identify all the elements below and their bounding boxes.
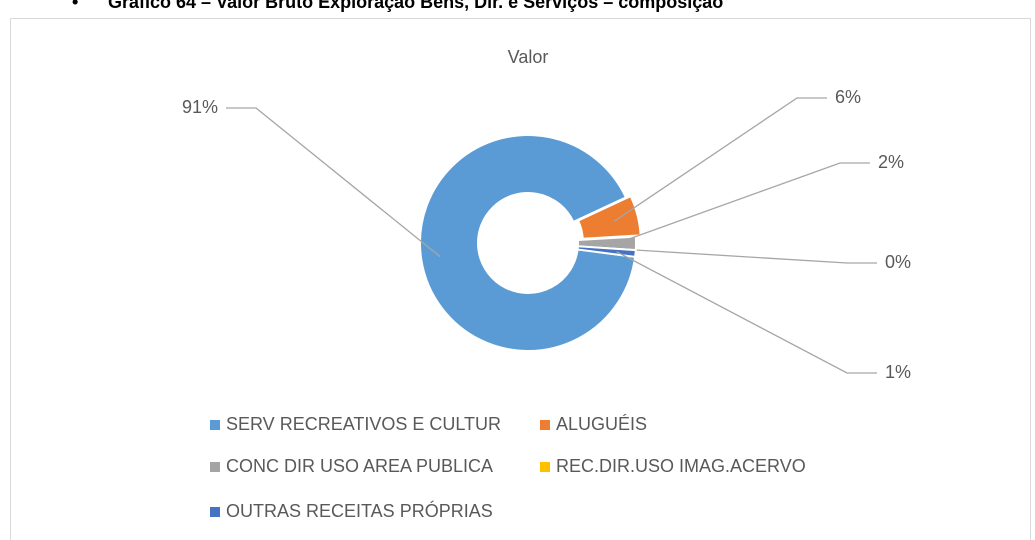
bullet: •	[72, 0, 78, 12]
leader-line	[613, 97, 827, 222]
legend-label: ALUGUÉIS	[556, 414, 647, 434]
data-label: 6%	[835, 87, 861, 107]
data-label: 1%	[885, 362, 911, 382]
data-label: 2%	[878, 152, 904, 172]
data-label: 0%	[885, 252, 911, 272]
leader-line	[616, 162, 870, 244]
legend-label: REC.DIR.USO IMAG.ACERVO	[556, 456, 806, 476]
legend-label: SERV RECREATIVOS E CULTUR	[226, 414, 501, 434]
leader-line	[226, 107, 441, 258]
legend-swatch	[210, 420, 220, 430]
legend-swatch	[210, 462, 220, 472]
data-label: 91%	[182, 97, 218, 117]
heading: Gráfico 64 – Valor Bruto Exploração Bens…	[108, 0, 723, 12]
legend-label: OUTRAS RECEITAS PRÓPRIAS	[226, 500, 493, 521]
chart-border	[10, 18, 1031, 540]
legend-swatch	[540, 420, 550, 430]
donut-slice	[419, 134, 637, 352]
legend-swatch	[210, 507, 220, 517]
chart-title: Valor	[508, 47, 549, 67]
legend-swatch	[540, 462, 550, 472]
leader-line	[616, 248, 877, 264]
legend-label: CONC DIR USO AREA PUBLICA	[226, 456, 493, 476]
leader-line	[616, 251, 877, 374]
